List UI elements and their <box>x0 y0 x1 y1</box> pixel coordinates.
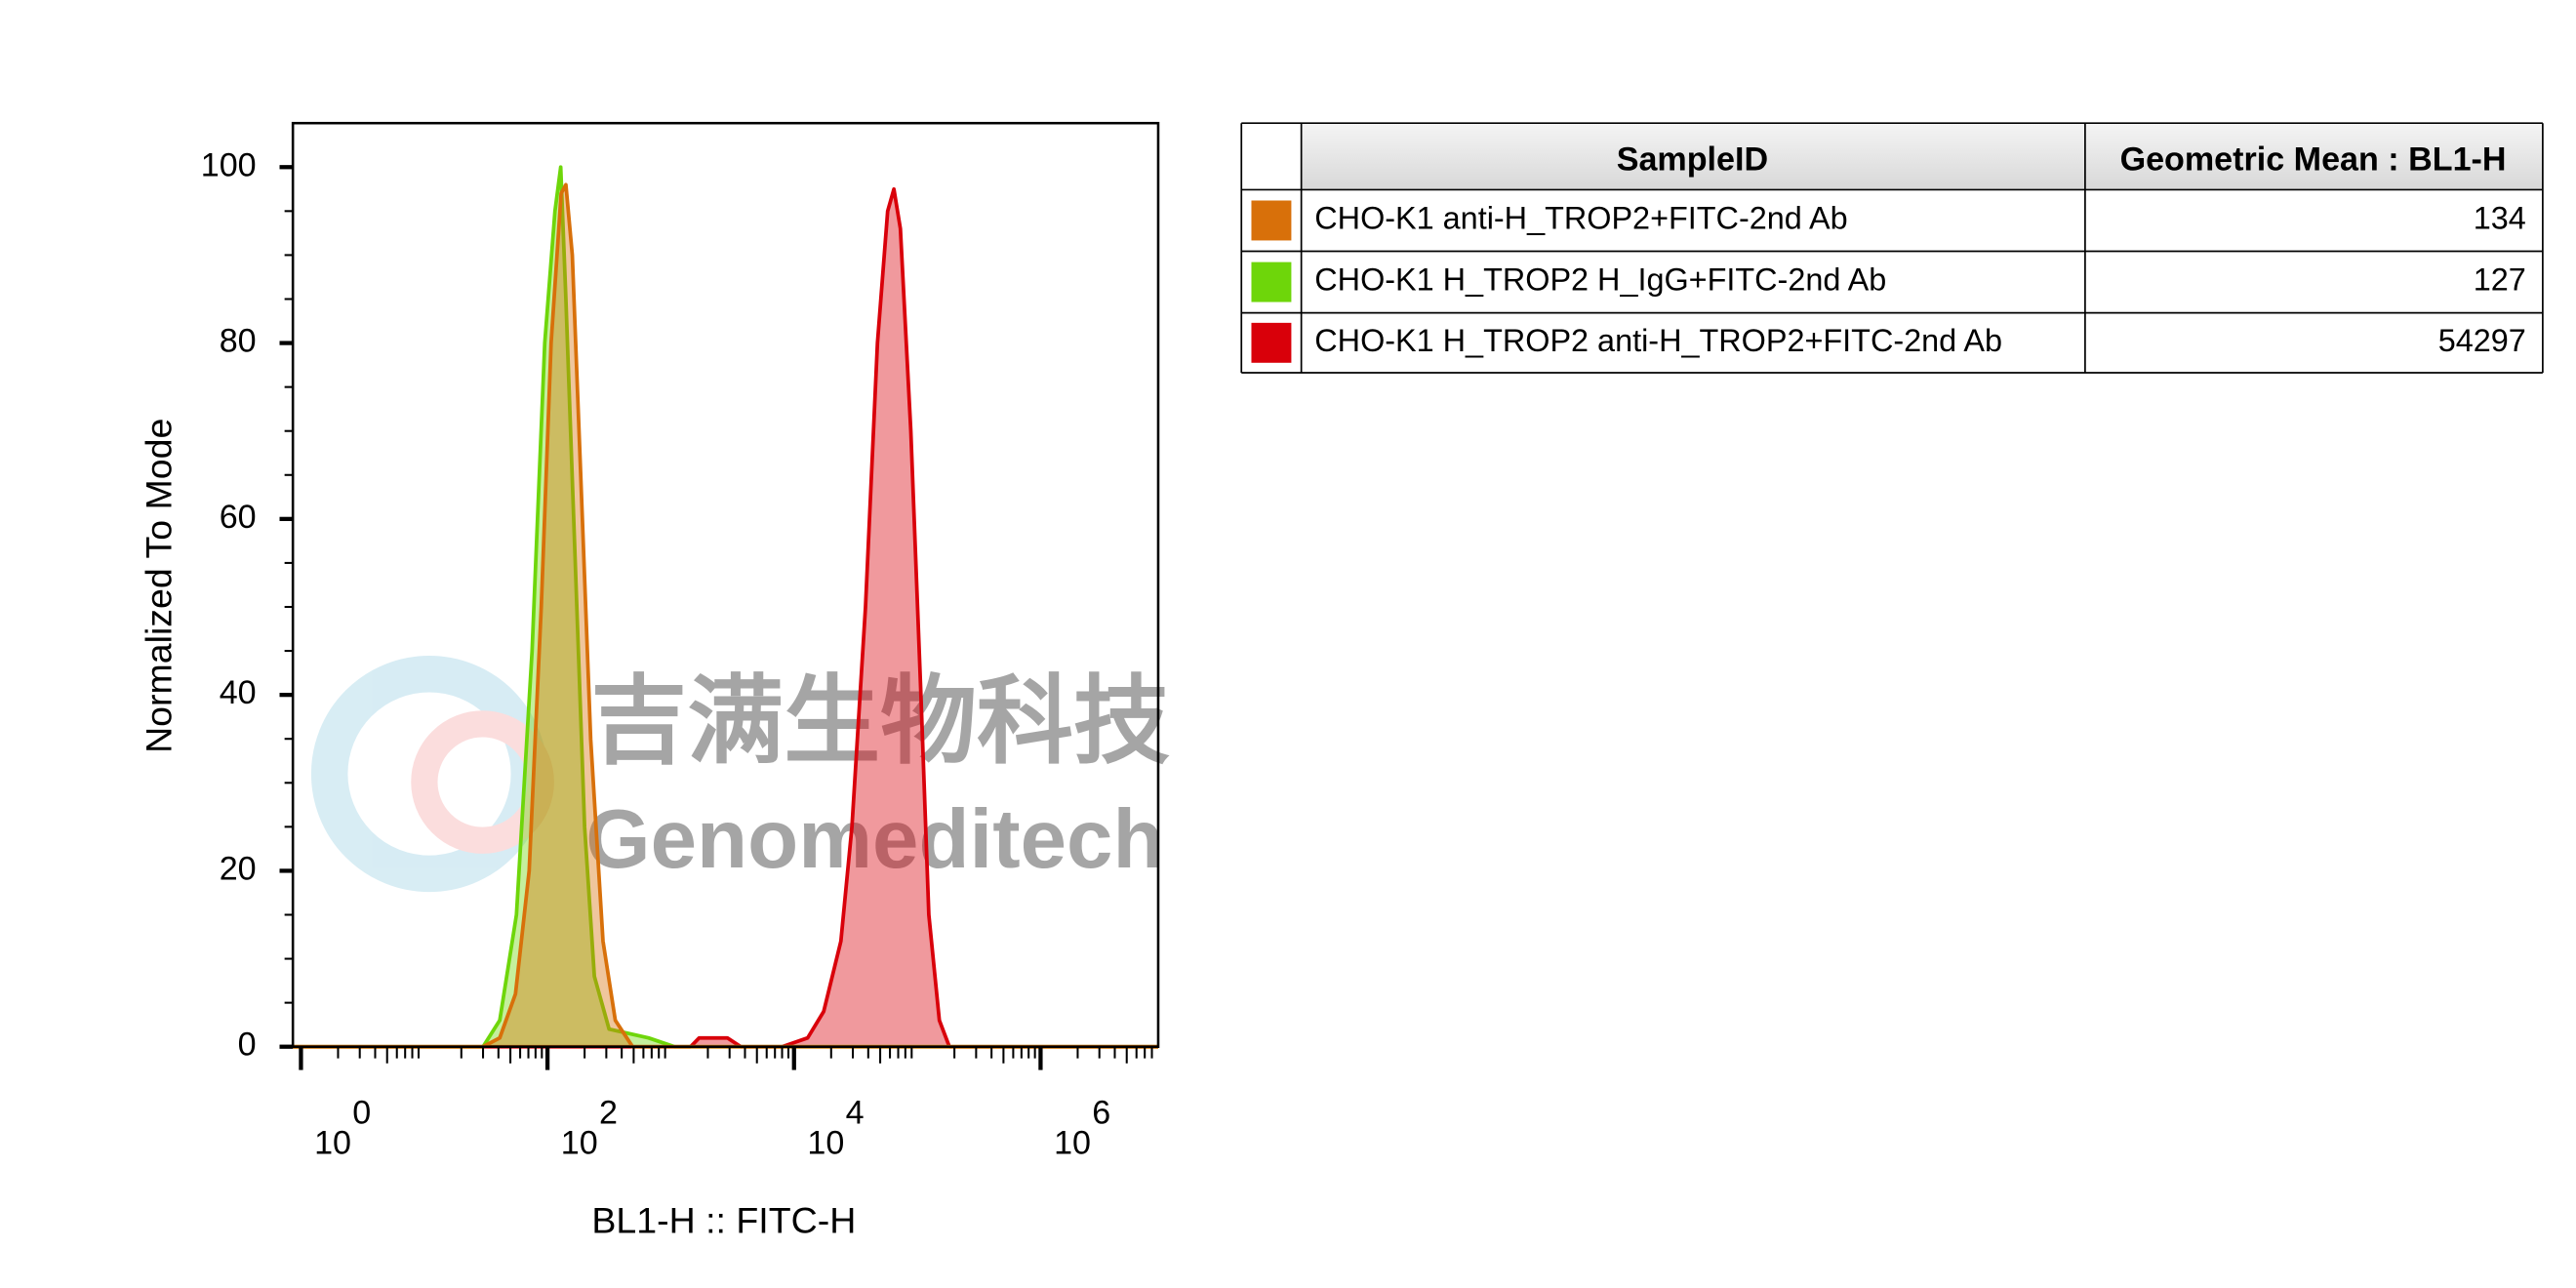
x-tick-exponent: 4 <box>846 1095 865 1132</box>
series-line <box>293 182 1158 1049</box>
watermark-logo <box>411 710 554 854</box>
series-area <box>293 184 1158 1047</box>
legend-entry: CHO-K1 H_TROP2 H_IgG+FITC-2nd Ab <box>1314 262 1886 298</box>
series-area <box>293 188 1158 1047</box>
legend-table: SampleID Geometric Mean : BL1-H CHO-K1 a… <box>1240 122 2544 374</box>
x-tick-exponent: 2 <box>599 1095 618 1132</box>
table-header: Geometric Mean : BL1-H <box>2120 141 2507 178</box>
y-tick-label: 0 <box>238 1026 257 1064</box>
plot-marks <box>293 165 1158 1049</box>
table-value: 127 <box>2474 262 2526 298</box>
legend-swatch <box>1251 200 1292 241</box>
table-value: 54297 <box>2438 323 2526 358</box>
series-area <box>293 167 1158 1047</box>
table-header: SampleID <box>1617 141 1768 178</box>
legend-entry: CHO-K1 anti-H_TROP2+FITC-2nd Ab <box>1314 201 1847 236</box>
y-tick-label: 100 <box>201 146 257 183</box>
watermark-text: Genomeditech <box>585 793 1163 886</box>
legend-swatch <box>1251 262 1292 302</box>
watermark-text: 吉满生物科技 <box>590 666 1170 775</box>
table-header-bg <box>1301 123 2543 190</box>
legend-entry: CHO-K1 H_TROP2 anti-H_TROP2+FITC-2nd Ab <box>1314 323 2002 358</box>
y-tick-label: 20 <box>220 850 257 887</box>
x-tick-label: 10 <box>1054 1124 1091 1161</box>
watermark-logo <box>310 655 548 893</box>
y-tick-label: 40 <box>220 674 257 711</box>
legend-swatch <box>1251 322 1292 363</box>
x-tick-label: 10 <box>561 1124 598 1161</box>
x-tick-label: 10 <box>314 1124 351 1161</box>
watermark: 吉满生物科技 Genomeditech <box>310 655 1170 893</box>
y-tick-label: 80 <box>220 323 257 360</box>
x-tick-label: 10 <box>807 1124 844 1161</box>
series-line <box>293 186 1158 1049</box>
series-line <box>293 165 1158 1049</box>
plot-frame <box>291 121 1160 1048</box>
x-tick-exponent: 0 <box>352 1095 371 1132</box>
table-value: 134 <box>2474 201 2526 236</box>
y-axis-label: Normalized To Mode <box>138 419 179 753</box>
x-axis-label: BL1-H :: FITC-H <box>591 1199 856 1240</box>
x-tick-exponent: 6 <box>1092 1095 1110 1132</box>
y-tick-label: 60 <box>220 499 257 536</box>
